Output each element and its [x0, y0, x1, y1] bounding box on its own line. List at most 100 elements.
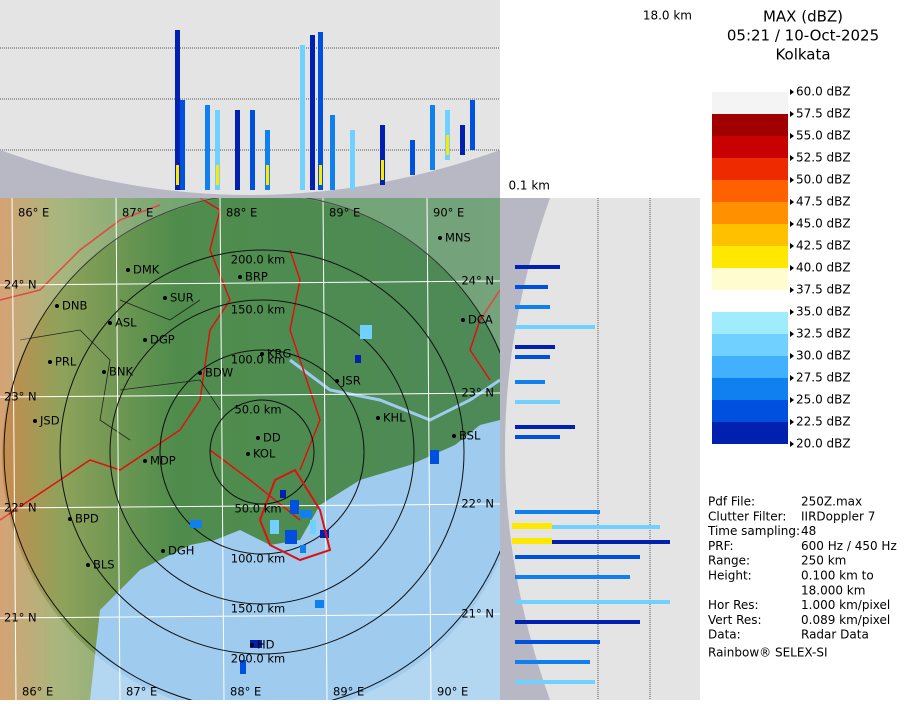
echo [175, 30, 180, 190]
echo [515, 345, 555, 349]
echo [320, 530, 329, 538]
legend-label: 40.0 dBZ [796, 261, 851, 275]
echo [515, 525, 660, 529]
ring-label: 150.0 km [231, 303, 285, 317]
echo [250, 110, 255, 190]
ring-label: 100.0 km [231, 552, 285, 566]
parallel [0, 503, 500, 509]
legend-tick [790, 375, 794, 381]
range-ring [109, 299, 415, 605]
echo [355, 355, 361, 363]
echo [216, 165, 219, 185]
info-key: Hor Res: [708, 598, 759, 612]
city-dot [246, 452, 250, 456]
echo [350, 130, 355, 190]
echo [515, 380, 545, 384]
echo [515, 285, 548, 289]
city-dot [143, 338, 147, 342]
echo [515, 400, 560, 404]
echo [515, 620, 640, 624]
echo [235, 110, 240, 190]
echo [515, 510, 600, 514]
height-top: 18.0 km [643, 9, 692, 23]
echo [300, 510, 312, 518]
echo [515, 680, 595, 684]
info: Pdf File: 250Z.max Clutter Filter: IIRDoppl… [707, 495, 897, 642]
echo [515, 540, 670, 544]
legend-label: 60.0 dBZ [796, 85, 851, 99]
city-label: PRL [55, 355, 77, 369]
district-line [19, 299, 221, 441]
echo [512, 538, 552, 544]
legend-label: 47.5 dBZ [796, 195, 851, 209]
range-ring [59, 249, 465, 655]
legend-label: 32.5 dBZ [796, 327, 851, 341]
legend-swatch [712, 422, 788, 444]
legend-tick [790, 419, 794, 425]
city-label: DD [263, 431, 281, 445]
legend-swatch [712, 180, 788, 202]
legend: 60.0 dBZ 57.5 dBZ 55.0 dBZ 52.5 dBZ 50.0 dBZ… [712, 85, 851, 451]
legend-swatch [712, 136, 788, 158]
range-ring [3, 198, 500, 700]
legend-tick [790, 265, 794, 271]
lat-label: 22° N [461, 497, 494, 511]
graticule [0, 198, 500, 700]
legend-swatch [712, 356, 788, 378]
echo [515, 355, 550, 359]
city-label: KRG [267, 347, 291, 361]
echo [460, 125, 465, 155]
legend-swatch [712, 400, 788, 422]
legend-label: 25.0 dBZ [796, 393, 851, 407]
cities: MNS DMK BRP DNB SUR ASL DGP DCA KRG PRL BNK BDW JSR K… [33, 231, 493, 652]
echo [381, 160, 384, 180]
legend-swatch [712, 378, 788, 400]
echo [280, 490, 286, 498]
echo [380, 125, 385, 185]
echo [512, 523, 552, 529]
info-key: PRF: [708, 539, 734, 553]
city-dot [86, 563, 90, 567]
lat-label: 23° N [461, 386, 494, 400]
ring-label: 50.0 km [234, 403, 281, 417]
lon-label: 90° E [433, 206, 464, 220]
city-dot [376, 416, 380, 420]
side-section [500, 198, 700, 700]
out-of-range [0, 198, 500, 700]
city-label: JSR [341, 374, 361, 388]
city-dot [108, 321, 112, 325]
legend-tick [790, 177, 794, 183]
info-key: Data: [708, 628, 741, 642]
info-value: 0.089 km/pixel [801, 613, 890, 627]
city-dot [163, 296, 167, 300]
echo [515, 640, 600, 644]
parallel [0, 613, 500, 619]
legend-tick [790, 331, 794, 337]
echo [310, 520, 316, 534]
echo [180, 100, 185, 190]
city-dot [238, 275, 242, 279]
info-value: 18.000 km [801, 583, 865, 597]
echo [515, 265, 560, 269]
lat-label: 21° N [4, 611, 37, 625]
info-value: 600 Hz / 450 Hz [801, 539, 897, 553]
echo [270, 520, 279, 534]
river [289, 358, 500, 422]
info-value: 0.100 km to [801, 569, 874, 583]
echo [300, 45, 305, 190]
city-label: DGH [168, 544, 194, 558]
border [0, 198, 500, 521]
time: 05:21 / 10-Oct-2025 [727, 27, 879, 45]
parallel [0, 392, 500, 398]
legend-tick [790, 353, 794, 359]
lon-label: 87° E [122, 206, 153, 220]
city-label: BRP [245, 270, 268, 284]
legend-tick [790, 199, 794, 205]
echo-outline [258, 468, 332, 562]
echo [240, 660, 246, 674]
echo [310, 35, 315, 190]
lat-label: 24° N [461, 274, 494, 288]
legend-swatch [712, 158, 788, 180]
legend-label: 57.5 dBZ [796, 107, 851, 121]
earth-curvature [0, 150, 500, 198]
